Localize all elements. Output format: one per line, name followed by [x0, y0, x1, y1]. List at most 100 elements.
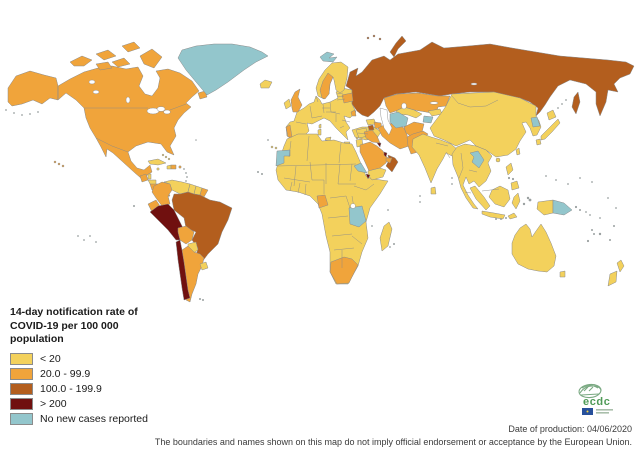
- legend-swatch: [10, 383, 33, 396]
- legend-label: No new cases reported: [40, 413, 148, 426]
- region-tasmania: [559, 270, 566, 278]
- region-sweden: [319, 72, 334, 100]
- legend-title-line: population: [10, 333, 64, 346]
- region-europe-mainland: [285, 87, 357, 141]
- legend-swatch: [10, 413, 33, 426]
- region-hawaii: [53, 160, 65, 168]
- region-east-asia: [429, 91, 542, 158]
- region-chile: [175, 239, 191, 301]
- region-taiwan: [515, 147, 521, 156]
- region-kuwait: [376, 142, 382, 148]
- region-south-africa: [329, 256, 359, 285]
- region-madagascar: [379, 221, 393, 252]
- region-belize: [147, 173, 152, 180]
- region-canary-islands: [270, 145, 278, 150]
- region-puerto-rico: [178, 165, 182, 169]
- legend-swatch: [10, 398, 33, 411]
- region-colombia: [151, 181, 173, 207]
- production-date: Date of production: 04/06/2020: [508, 424, 632, 434]
- legend-item: No new cases reported: [10, 413, 180, 426]
- region-novaya-zemlya: [389, 35, 407, 58]
- region-newfoundland: [197, 90, 208, 100]
- region-djibouti: [365, 173, 371, 180]
- region-uae: [385, 157, 393, 164]
- region-cuba: [147, 158, 167, 166]
- region-north-korea: [530, 116, 541, 128]
- globe-sketch-icon: [578, 383, 602, 399]
- region-java: [481, 210, 506, 220]
- region-belarus: [341, 92, 354, 104]
- region-united-kingdom: [290, 88, 303, 113]
- region-brazil: [171, 191, 233, 263]
- region-papua-new-guinea: [552, 199, 573, 216]
- region-canadian-arctic: [69, 41, 163, 71]
- region-japan: [535, 109, 561, 146]
- aral-sea: [401, 102, 407, 110]
- country-borders-overlay: [57, 86, 500, 268]
- canadian-lake: [88, 79, 96, 85]
- region-hainan: [495, 157, 501, 163]
- region-dominican-republic: [170, 164, 177, 170]
- legend-label: 20.0 - 99.9: [40, 368, 91, 381]
- world-map: [5, 34, 635, 303]
- region-alaska: [7, 70, 59, 107]
- region-moldova: [350, 109, 357, 117]
- legend-items: < 20 20.0 - 99.9 100.0 - 199.9 > 200 No …: [10, 353, 180, 426]
- region-bolivia: [177, 225, 195, 245]
- region-armenia: [367, 124, 375, 131]
- legend-swatch: [10, 368, 33, 381]
- lake-balkhash: [429, 101, 439, 105]
- region-sumatra: [469, 185, 491, 211]
- region-portugal: [285, 124, 293, 138]
- legend-item: 20.0 - 99.9: [10, 368, 180, 381]
- region-australia: [511, 223, 557, 273]
- region-greenland: [177, 43, 269, 96]
- logo-caption-line: [596, 409, 613, 411]
- lake-winnipeg: [125, 96, 131, 104]
- region-laos: [469, 150, 485, 169]
- eu-flag-star: [586, 410, 589, 413]
- legend-title-line: COVID-19 per 100 000: [10, 319, 119, 332]
- region-tanzania: [348, 205, 367, 228]
- region-svalbard: [319, 51, 338, 63]
- great-lake: [156, 106, 166, 112]
- small-islands: [5, 99, 617, 301]
- region-new-zealand: [607, 259, 625, 287]
- region-russia: [345, 41, 635, 118]
- legend-swatch: [10, 353, 33, 366]
- region-sakhalin: [571, 91, 581, 115]
- region-haiti: [166, 164, 172, 170]
- map-legend: 14-day notification rate of COVID-19 per…: [10, 306, 180, 429]
- ecdc-logo-text: ecdc: [583, 396, 610, 408]
- region-ireland: [283, 98, 292, 110]
- region-sulawesi: [511, 192, 521, 210]
- region-new-guinea-west: [536, 199, 554, 216]
- legend-title: 14-day notification rate of COVID-19 per…: [10, 306, 180, 347]
- region-sri-lanka: [430, 186, 437, 195]
- legend-item: < 20: [10, 353, 180, 366]
- landmasses: [7, 34, 635, 303]
- region-turkmenistan: [389, 111, 409, 129]
- region-bahamas: [161, 153, 171, 161]
- legend-title-line: 14-day notification rate of: [10, 306, 138, 318]
- canadian-lake: [92, 89, 100, 95]
- region-tajikistan: [422, 115, 434, 124]
- region-timor: [507, 212, 518, 220]
- region-north-america: [57, 65, 200, 180]
- region-qatar: [383, 151, 388, 158]
- lake-baikal: [470, 82, 478, 86]
- great-lake: [163, 109, 171, 115]
- inland-water: [88, 79, 478, 209]
- lake-victoria: [350, 203, 356, 209]
- region-philippines: [505, 162, 520, 191]
- logo-caption-line: [596, 412, 609, 414]
- legend-label: < 20: [40, 353, 61, 366]
- region-uruguay: [199, 261, 209, 271]
- region-india: [411, 133, 458, 184]
- region-borneo: [488, 185, 511, 208]
- region-franz-josef-land: [366, 34, 382, 41]
- legend-item: 100.0 - 199.9: [10, 383, 180, 396]
- region-jamaica: [156, 167, 160, 171]
- legend-item: > 200: [10, 398, 180, 411]
